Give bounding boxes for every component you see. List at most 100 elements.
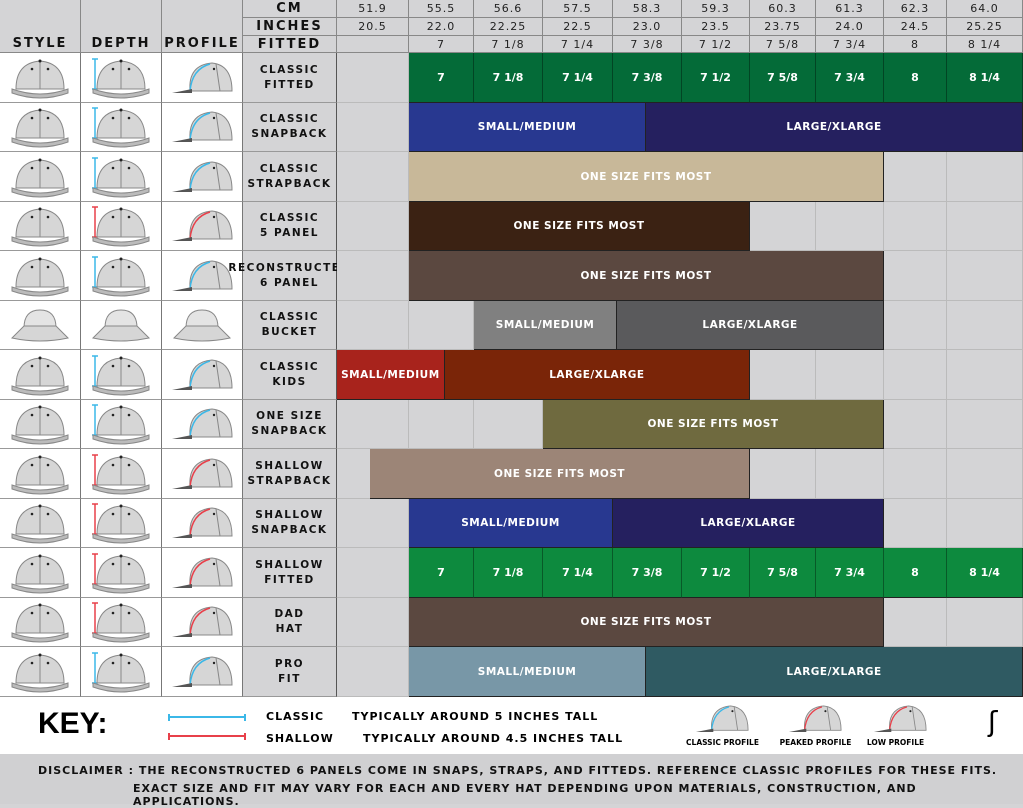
empty-cell	[884, 251, 947, 301]
fitted-size-cell: 7 1/2	[682, 53, 750, 103]
empty-cell	[947, 400, 1023, 449]
fitted-size-cell: 7 1/8	[474, 53, 543, 103]
profile-image	[162, 251, 243, 301]
empty-cell	[337, 647, 409, 697]
fitted-value: 7 1/8	[474, 36, 543, 53]
style-header: STYLE	[0, 0, 81, 53]
empty-cell	[884, 152, 947, 202]
style-image	[0, 202, 81, 251]
empty-cell	[337, 400, 409, 449]
row-label-2: CLASSIC STRAPBACK	[243, 152, 337, 202]
style-image	[0, 53, 81, 103]
row-label-4: RECONSTRUCTED 6 PANEL	[228, 251, 349, 301]
row-label-0: CLASSIC FITTED	[243, 53, 337, 103]
inches-value: 24.5	[884, 18, 947, 36]
empty-cell	[750, 350, 816, 400]
fitted-size-cell: 8	[884, 53, 947, 103]
empty-cell	[816, 449, 884, 499]
size-bar: SMALL/MEDIUM	[474, 301, 618, 350]
depth-image	[81, 103, 162, 152]
fitted-size-cell: 7 5/8	[750, 548, 816, 598]
row-label-12: PRO FIT	[243, 647, 337, 697]
size-bar: LARGE/XLARGE	[613, 499, 884, 548]
depth-image	[81, 350, 162, 400]
cm-value: 60.3	[750, 0, 816, 18]
fitted-value: 7 5/8	[750, 36, 816, 53]
cm-value: 55.5	[409, 0, 474, 18]
size-bar: SMALL/MEDIUM	[409, 499, 613, 548]
row-label-5: CLASSIC BUCKET	[243, 301, 337, 350]
empty-cell	[884, 499, 947, 548]
profile-image	[162, 103, 243, 152]
style-image	[0, 647, 81, 697]
cm-value: 64.0	[947, 0, 1023, 18]
profile-image	[162, 301, 243, 350]
size-bar: ONE SIZE FITS MOST	[409, 598, 884, 647]
inches-value: 25.25	[947, 18, 1023, 36]
row-label-8: SHALLOW STRAPBACK	[243, 449, 337, 499]
inches-header: INCHES	[243, 18, 337, 36]
style-image	[0, 251, 81, 301]
empty-cell	[337, 202, 409, 251]
fitted-size-cell: 8	[884, 548, 947, 598]
depth-image	[81, 598, 162, 647]
fitted-value: 8	[884, 36, 947, 53]
profile-caption: PEAKED PROFILE	[779, 738, 852, 747]
fitted-size-cell: 7 3/8	[613, 53, 682, 103]
row-label-9: SHALLOW SNAPBACK	[243, 499, 337, 548]
inches-value: 23.75	[750, 18, 816, 36]
cm-value: 61.3	[816, 0, 884, 18]
classic-label: CLASSIC	[266, 710, 325, 723]
disclaimer: DISCLAIMER : THE RECONSTRUCTED 6 PANELS …	[0, 754, 1023, 808]
depth-image	[81, 499, 162, 548]
style-image	[0, 301, 81, 350]
classic-description: TYPICALLY AROUND 5 INCHES TALL	[352, 710, 599, 723]
profile-image	[162, 53, 243, 103]
depth-image	[81, 202, 162, 251]
fitted-value: 7 1/2	[682, 36, 750, 53]
inches-value: 23.0	[613, 18, 682, 36]
row-label-11: DAD HAT	[243, 598, 337, 647]
inches-value: 22.0	[409, 18, 474, 36]
profile-header: PROFILE	[162, 0, 243, 53]
empty-cell	[947, 202, 1023, 251]
style-image	[0, 400, 81, 449]
empty-cell	[337, 499, 409, 548]
size-bar: ONE SIZE FITS MOST	[409, 152, 884, 202]
empty-cell	[947, 152, 1023, 202]
shallow-depth-line	[168, 733, 246, 740]
style-image	[0, 548, 81, 598]
profile-image	[162, 647, 243, 697]
fitted-size-cell: 7 3/4	[816, 548, 884, 598]
fitted-value: 8 1/4	[947, 36, 1023, 53]
empty-cell	[337, 53, 409, 103]
profile-caption: CLASSIC PROFILE	[686, 738, 759, 747]
depth-image	[81, 647, 162, 697]
inches-value: 23.5	[682, 18, 750, 36]
profile-image	[162, 152, 243, 202]
empty-cell	[409, 301, 474, 350]
profile-image	[162, 499, 243, 548]
fitted-size-cell: 8 1/4	[947, 548, 1023, 598]
style-image	[0, 103, 81, 152]
empty-cell	[947, 251, 1023, 301]
empty-cell	[337, 103, 409, 152]
empty-cell	[750, 202, 816, 251]
row-label-7: ONE SIZE SNAPBACK	[243, 400, 337, 449]
empty-cell	[884, 449, 947, 499]
profile-image	[162, 449, 243, 499]
empty-cell	[337, 301, 409, 350]
profile-image	[162, 350, 243, 400]
fitted-value: 7 3/8	[613, 36, 682, 53]
empty-cell	[474, 400, 543, 449]
low-profile-icon	[870, 699, 930, 743]
fitted-size-cell: 7 3/8	[613, 548, 682, 598]
peaked-profile-icon	[785, 699, 845, 743]
depth-image	[81, 53, 162, 103]
depth-image	[81, 152, 162, 202]
size-bar: SMALL/MEDIUM	[409, 103, 647, 152]
empty-cell	[947, 598, 1023, 647]
inches-value: 22.5	[543, 18, 613, 36]
empty-cell	[947, 449, 1023, 499]
cm-value: 56.6	[474, 0, 543, 18]
